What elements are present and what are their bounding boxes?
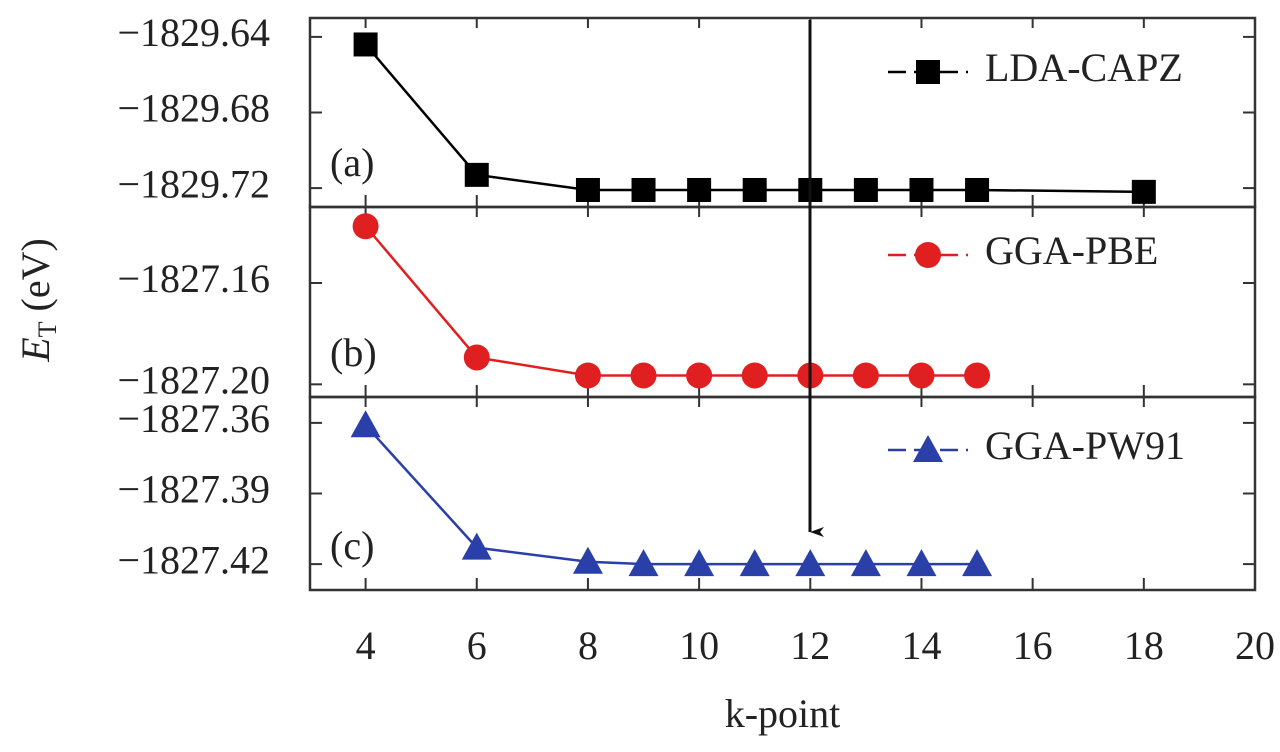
marker bbox=[739, 549, 770, 577]
panel-label: (b) bbox=[330, 330, 377, 375]
x-tick-label: 20 bbox=[1235, 623, 1275, 668]
marker bbox=[850, 549, 881, 577]
x-tick-label: 10 bbox=[679, 623, 719, 668]
marker bbox=[461, 532, 492, 560]
marker bbox=[630, 362, 657, 389]
legend-marker bbox=[915, 242, 941, 268]
marker bbox=[686, 362, 713, 389]
legend-label: LDA-CAPZ bbox=[985, 45, 1183, 90]
marker bbox=[575, 177, 600, 202]
marker bbox=[964, 362, 991, 389]
y-tick-label: −1827.36 bbox=[117, 396, 270, 441]
y-tick-label: −1827.42 bbox=[117, 537, 270, 582]
x-tick-label: 4 bbox=[356, 623, 376, 668]
marker bbox=[852, 362, 879, 389]
y-tick-label: −1827.16 bbox=[117, 256, 270, 301]
y-axis-label-part: (eV) bbox=[13, 238, 58, 311]
x-axis-label: k-point bbox=[725, 691, 841, 736]
y-tick-label: −1829.68 bbox=[117, 86, 270, 131]
marker bbox=[463, 344, 490, 371]
marker bbox=[962, 549, 993, 577]
series-line bbox=[364, 424, 978, 566]
x-tick-label: 6 bbox=[467, 623, 487, 668]
marker bbox=[353, 32, 378, 57]
marker bbox=[684, 549, 715, 577]
marker bbox=[741, 362, 768, 389]
x-tick-label: 16 bbox=[1013, 623, 1053, 668]
panel-label: (c) bbox=[330, 523, 374, 568]
y-axis-label-part: T bbox=[33, 321, 62, 337]
x-tick-label: 14 bbox=[901, 623, 941, 668]
x-tick-label: 12 bbox=[790, 623, 830, 668]
y-axis-label: ET (eV) bbox=[13, 238, 62, 363]
y-tick-label: −1829.72 bbox=[117, 161, 270, 206]
legend-marker bbox=[913, 435, 943, 462]
marker bbox=[350, 410, 381, 438]
marker bbox=[574, 362, 601, 389]
legend-label: GGA-PBE bbox=[985, 228, 1158, 273]
marker bbox=[965, 177, 990, 202]
panel-label: (a) bbox=[330, 140, 374, 185]
marker bbox=[742, 177, 767, 202]
marker bbox=[853, 177, 878, 202]
marker bbox=[906, 549, 937, 577]
marker bbox=[795, 549, 826, 577]
series-line bbox=[364, 225, 978, 377]
marker bbox=[464, 162, 489, 187]
y-tick-label: −1827.39 bbox=[117, 467, 270, 512]
x-tick-label: 18 bbox=[1124, 623, 1164, 668]
legend-label: GGA-PW91 bbox=[985, 423, 1185, 468]
marker bbox=[687, 177, 712, 202]
legend-marker bbox=[916, 60, 940, 84]
marker bbox=[352, 213, 379, 240]
marker bbox=[628, 549, 659, 577]
marker bbox=[572, 546, 603, 574]
marker bbox=[908, 362, 935, 389]
y-tick-label: −1829.64 bbox=[117, 10, 270, 55]
marker bbox=[1131, 179, 1156, 204]
x-tick-label: 8 bbox=[578, 623, 598, 668]
y-axis-label-part: E bbox=[13, 337, 58, 362]
marker bbox=[631, 177, 656, 202]
marker bbox=[909, 177, 934, 202]
y-tick-label: −1827.20 bbox=[117, 358, 270, 403]
